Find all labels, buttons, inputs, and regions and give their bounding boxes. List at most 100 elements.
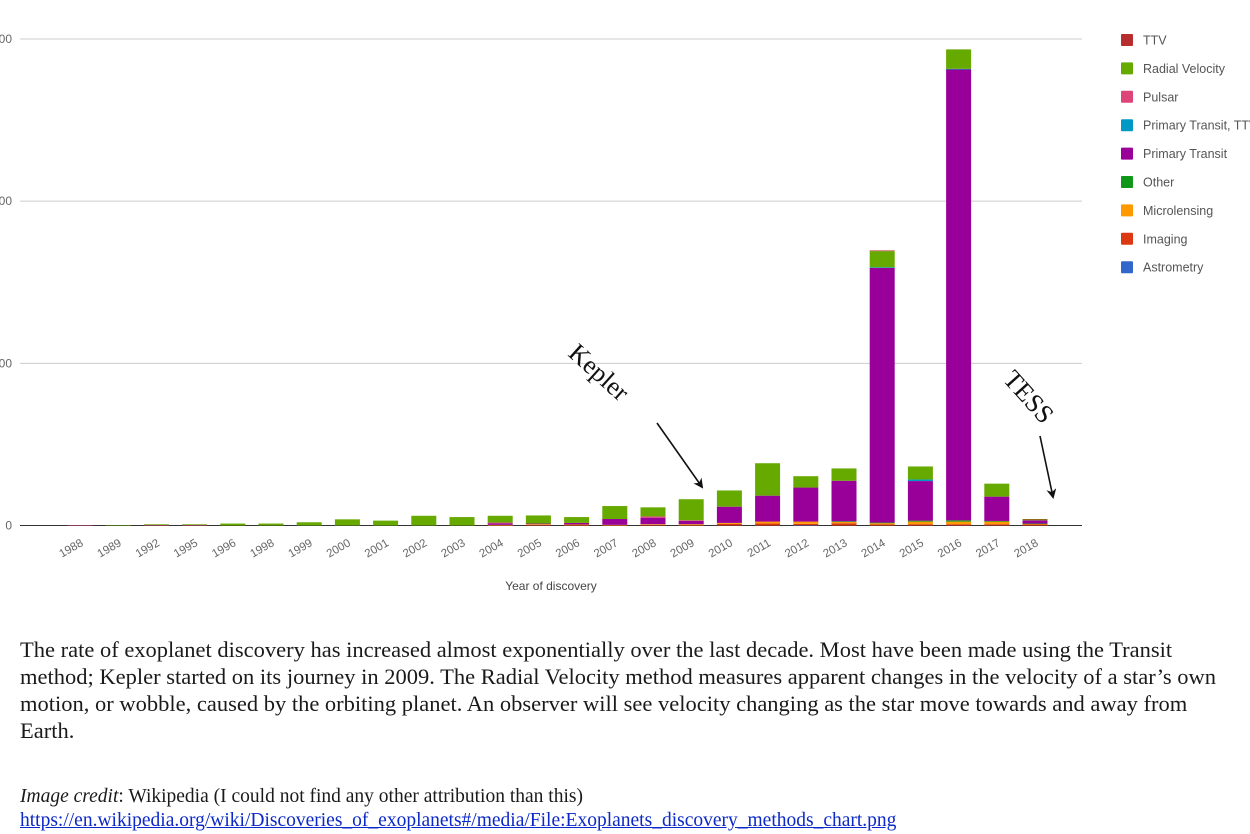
bar-segment	[755, 523, 781, 526]
bar-segment	[831, 468, 857, 481]
bar-segment	[487, 524, 513, 526]
bar-segment	[755, 463, 781, 496]
legend-item: Microlensing	[1121, 204, 1213, 218]
credit-link[interactable]: https://en.wikipedia.org/wiki/Discoverie…	[20, 810, 897, 831]
x-tick-label: 2006	[554, 537, 582, 560]
bar-stack-1989	[105, 525, 131, 526]
legend-label: Microlensing	[1143, 204, 1213, 218]
x-tick-label: 2013	[821, 537, 849, 560]
bar-segment	[487, 523, 513, 525]
legend-swatch	[1121, 232, 1133, 245]
x-tick-label: 2008	[630, 537, 658, 560]
bar-stack-2017	[984, 483, 1010, 526]
bar-stack-2012	[793, 476, 819, 526]
bar-segment	[564, 525, 590, 526]
x-tick-label: 2000	[325, 537, 353, 560]
bar-segment	[449, 517, 475, 526]
bar-stack-2003	[449, 517, 475, 526]
bar-stack-2002	[411, 515, 437, 526]
bar-stack-2000	[334, 519, 360, 526]
bar-segment	[946, 69, 972, 521]
bar-segment	[640, 524, 666, 525]
bar-segment	[525, 523, 551, 525]
bar-stack-1988	[67, 525, 93, 526]
x-tick-label: 2001	[363, 537, 391, 560]
x-tick-label: 2015	[898, 537, 926, 560]
x-tick-label: 2009	[669, 537, 697, 560]
legend-item: Primary Transit	[1121, 147, 1228, 161]
x-tick-label: 1996	[210, 537, 238, 560]
bar-segment	[946, 524, 972, 526]
legend-item: Astrometry	[1121, 261, 1204, 275]
bar-stack-2009	[678, 499, 704, 526]
x-axis-title: Year of discovery	[505, 579, 597, 593]
legend-swatch	[1121, 147, 1133, 160]
bar-segment	[182, 524, 208, 526]
x-tick-label: 2017	[974, 537, 1002, 560]
bar-segment	[487, 525, 513, 526]
bar-segment	[678, 520, 704, 525]
bar-segment	[296, 522, 322, 526]
legend-swatch	[1121, 204, 1133, 217]
x-tick-label: 1989	[96, 537, 124, 560]
bar-segment	[564, 524, 590, 526]
bar-segment	[105, 525, 131, 526]
bar-segment	[678, 524, 704, 526]
x-tick-label: 1998	[248, 537, 276, 560]
bar-segment	[946, 49, 972, 69]
legend-item: TTV	[1121, 34, 1167, 48]
bar-segment	[946, 520, 972, 522]
bar-segment	[984, 496, 1010, 521]
bar-segment	[831, 480, 857, 522]
bar-segment	[869, 267, 895, 523]
bar-segment	[869, 267, 895, 268]
legend-item: Radial Velocity	[1121, 62, 1226, 76]
x-tick-label: 2014	[860, 537, 889, 560]
bar-stack-2013	[831, 468, 857, 526]
tess-arrow	[1039, 435, 1057, 499]
bar-stack-2011	[755, 463, 781, 526]
legend-label: Primary Transit	[1143, 147, 1228, 161]
bar-segment	[984, 524, 1010, 526]
x-tick-label: 2003	[439, 537, 467, 560]
bar-segment	[716, 522, 742, 524]
x-tick-label: 2011	[746, 537, 773, 560]
x-tick-label: 1992	[134, 537, 162, 560]
bar-segment	[716, 523, 742, 526]
bar-segment	[182, 524, 208, 525]
bar-segment	[678, 525, 704, 526]
bar-segment	[755, 521, 781, 524]
bar-segment	[946, 68, 972, 70]
bar-segment	[67, 525, 93, 526]
y-tick-label: 00	[0, 356, 12, 370]
legend-label: Imaging	[1143, 232, 1188, 246]
bar-segment	[907, 521, 933, 525]
legend-label: Other	[1143, 176, 1174, 190]
bar-segment	[869, 522, 895, 524]
bar-stack-1992	[143, 524, 169, 526]
bar-segment	[793, 487, 819, 522]
x-tick-label: 1988	[57, 537, 85, 560]
legend-label: Radial Velocity	[1143, 62, 1226, 76]
x-axis-ticks: 1988 1989 1992 1995 1996 1998 1999 2000 2001 2002…	[57, 537, 1040, 560]
bar-stack-1998	[258, 523, 284, 526]
bar-segment	[831, 521, 857, 524]
bar-segment	[640, 516, 666, 518]
bar-stack-2007	[602, 506, 628, 526]
bar-segment	[564, 522, 590, 525]
bar-stack-2006	[564, 517, 590, 526]
bar-segment	[907, 466, 933, 480]
bar-stack-2001	[373, 520, 399, 526]
x-tick-label: 2004	[478, 537, 507, 560]
bar-stack-1996	[220, 523, 246, 526]
legend-swatch	[1121, 261, 1133, 274]
bar-segment	[1022, 523, 1048, 525]
image-credit: Image credit: Wikipedia (I could not fin…	[20, 785, 1250, 833]
bar-segment	[907, 520, 933, 522]
legend-item: Pulsar	[1121, 90, 1178, 104]
credit-text: Wikipedia (I could not find any other at…	[123, 786, 583, 807]
credit-separator: :	[118, 786, 124, 807]
bar-segment	[869, 524, 895, 526]
x-tick-label: 2010	[707, 537, 735, 560]
y-tick-label: 00	[0, 32, 12, 46]
